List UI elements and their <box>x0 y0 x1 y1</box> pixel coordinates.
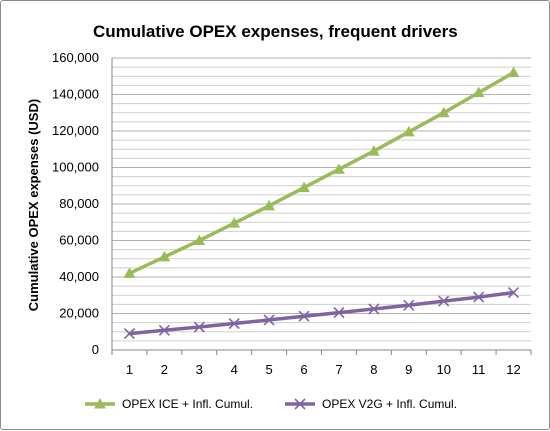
triangle-marker <box>123 267 136 278</box>
x-marker <box>263 314 275 326</box>
x-tick-label: 10 <box>436 362 450 377</box>
x-marker <box>158 324 170 336</box>
x-marker <box>507 286 520 299</box>
x-marker <box>193 321 205 333</box>
series <box>123 66 520 340</box>
axes <box>111 58 532 355</box>
chart-title: Cumulative OPEX expenses, frequent drive… <box>93 22 458 41</box>
x-tick-label: 7 <box>335 362 342 377</box>
x-marker-stroke <box>123 328 136 340</box>
gridlines <box>112 57 531 342</box>
y-tick-label: 160,000 <box>52 50 99 65</box>
x-tick-label: 3 <box>196 362 203 377</box>
triangle-marker <box>193 234 206 245</box>
x-marker-stroke <box>298 310 310 322</box>
triangle-marker <box>472 86 485 98</box>
x-marker <box>298 310 310 322</box>
x-tick-label: 9 <box>405 362 412 377</box>
y-tick-label: 120,000 <box>52 123 99 138</box>
y-tick-label: 140,000 <box>52 87 99 102</box>
x-marker-stroke <box>263 314 275 326</box>
legend: OPEX ICE + Infl. Cumul. OPEX V2G + Infl. … <box>85 397 457 411</box>
series-group <box>123 286 520 340</box>
y-tick-label: 80,000 <box>59 196 99 211</box>
x-tick-label: 8 <box>370 362 377 377</box>
y-tick-labels: 0 20,000 40,000 60,000 80,000 100,000 120,000 1… <box>52 50 99 357</box>
x-marker <box>368 303 380 315</box>
x-marker <box>473 291 485 303</box>
legend-swatch-marker <box>94 397 106 409</box>
x-marker-stroke <box>403 299 415 311</box>
series-line <box>128 71 515 275</box>
x-tick-label: 11 <box>472 362 486 377</box>
x-marker <box>333 307 345 319</box>
x-tick-label: 2 <box>161 362 168 377</box>
triangle-marker <box>263 199 275 211</box>
x-marker <box>123 328 136 340</box>
triangle-marker <box>507 66 520 78</box>
triangle-marker <box>368 145 380 156</box>
x-marker <box>438 295 450 307</box>
y-tick-label: 100,000 <box>52 160 99 175</box>
triangle-marker <box>228 217 241 228</box>
x-tick-label: 5 <box>266 362 273 377</box>
x-marker-stroke <box>473 291 485 303</box>
series-group <box>123 66 520 278</box>
triangle-marker <box>333 163 345 174</box>
x-marker-stroke <box>368 303 380 315</box>
legend-label: OPEX ICE + Infl. Cumul. <box>122 397 253 411</box>
y-tick-label: 60,000 <box>59 233 99 248</box>
y-tick-label: 0 <box>92 342 99 357</box>
legend-item: OPEX ICE + Infl. Cumul. <box>85 397 253 411</box>
legend-label: OPEX V2G + Infl. Cumul. <box>322 397 457 411</box>
y-axis-label: Cumulative OPEX expenses (USD) <box>26 99 41 311</box>
x-marker-stroke <box>193 321 205 333</box>
legend-swatch-marker <box>294 398 306 410</box>
x-tick-label: 4 <box>231 362 238 377</box>
series-line <box>129 290 514 336</box>
triangle-marker <box>298 181 310 193</box>
x-tick-label: 6 <box>300 362 307 377</box>
x-tick-label: 12 <box>506 362 520 377</box>
triangle-marker <box>402 125 415 137</box>
y-tick-label: 40,000 <box>59 269 99 284</box>
x-marker-stroke <box>294 398 306 410</box>
x-tick-label: 1 <box>126 362 133 377</box>
legend-item: OPEX V2G + Infl. Cumul. <box>285 397 457 411</box>
x-marker <box>228 317 240 330</box>
x-tick-labels: 1 2 3 4 5 6 7 8 9 10 11 12 <box>126 362 521 377</box>
x-marker-stroke <box>507 286 520 299</box>
x-marker-stroke <box>438 295 450 307</box>
x-marker-stroke <box>228 317 240 330</box>
x-marker <box>403 299 415 311</box>
x-marker-stroke <box>158 324 170 336</box>
triangle-marker <box>158 250 171 262</box>
x-marker-stroke <box>333 307 345 319</box>
triangle-marker <box>437 106 450 118</box>
y-tick-label: 20,000 <box>59 306 99 321</box>
